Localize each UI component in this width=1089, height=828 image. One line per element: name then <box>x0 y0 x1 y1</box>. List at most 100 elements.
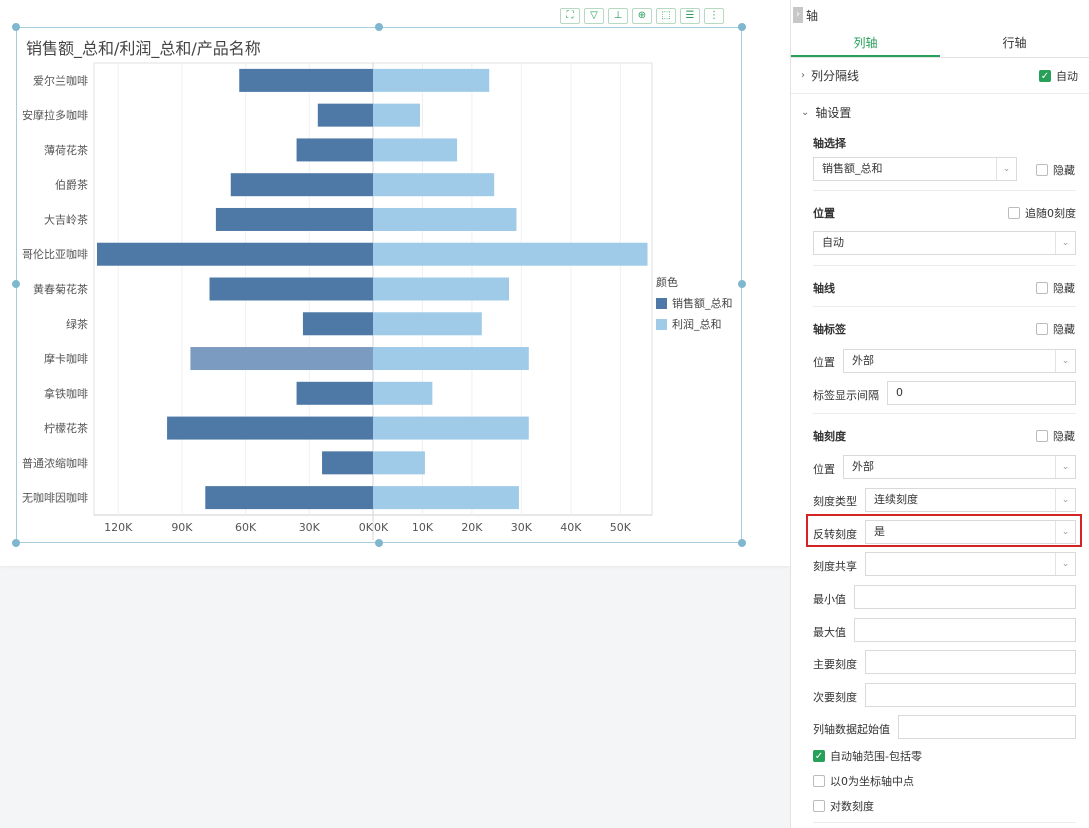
panel-title: 轴 <box>806 8 819 23</box>
legend-item-profit[interactable]: 利润_总和 <box>656 316 733 332</box>
axis-select-dropdown[interactable]: 销售额_总和 ⌄ <box>813 157 1017 181</box>
checkbox-icon <box>813 775 825 787</box>
bar-sales <box>209 277 373 301</box>
resize-handle-tm[interactable] <box>375 23 383 31</box>
chevron-down-icon: ⌄ <box>996 158 1016 180</box>
axis-start-input[interactable] <box>898 715 1076 739</box>
checkbox-icon <box>1036 430 1048 442</box>
auto-range-checkbox[interactable]: ✓ 自动轴范围-包括零 <box>813 748 922 764</box>
bar-profit <box>373 68 490 92</box>
section-column-divider[interactable]: › 列分隔线 ✓ 自动 <box>791 58 1089 94</box>
bar-profit <box>373 277 510 301</box>
label-position-dropdown[interactable]: 外部 ⌄ <box>843 349 1076 373</box>
y-tick-label: 摩卡咖啡 <box>44 352 88 366</box>
axis-select-label: 轴选择 <box>813 137 846 150</box>
scale-share-dropdown[interactable]: ⌄ <box>865 552 1076 576</box>
resize-handle-ml[interactable] <box>12 280 20 288</box>
y-tick-label: 安摩拉多咖啡 <box>22 108 88 122</box>
axis-line-hide-checkbox[interactable]: 隐藏 <box>1036 280 1075 296</box>
bar-profit <box>373 312 482 336</box>
chevron-down-icon: ⌄ <box>1055 232 1075 254</box>
chevron-down-icon: ⌄ <box>1055 350 1075 372</box>
label-interval-label: 标签显示间隔 <box>813 389 879 402</box>
bar-profit <box>373 138 458 162</box>
bar-sales <box>296 381 373 405</box>
resize-handle-mr[interactable] <box>738 280 746 288</box>
legend-title: 颜色 <box>656 276 678 289</box>
y-tick-label: 柠檬花茶 <box>44 421 88 435</box>
bar-sales <box>167 416 373 440</box>
major-tick-input[interactable] <box>865 650 1076 674</box>
y-tick-label: 伯爵茶 <box>55 178 88 192</box>
chevron-down-icon: ⌄ <box>1055 489 1075 511</box>
bar-sales <box>215 207 373 231</box>
bar-sales <box>317 103 373 127</box>
resize-handle-br[interactable] <box>738 539 746 547</box>
hide-label: 隐藏 <box>1053 323 1075 336</box>
tab-row-axis[interactable]: 行轴 <box>1002 36 1027 50</box>
scale-position-dropdown[interactable]: 外部 ⌄ <box>843 455 1076 479</box>
axis-label-label: 轴标签 <box>813 323 846 336</box>
bar-profit <box>373 173 495 197</box>
highlight-box <box>806 514 1082 547</box>
checkbox-icon <box>1036 164 1048 176</box>
section-axis-settings[interactable]: ⌄ 轴设置 <box>791 94 1089 130</box>
bar-sales <box>322 451 373 475</box>
y-tick-label: 大吉岭茶 <box>44 212 88 226</box>
y-tick-label: 黄春菊花茶 <box>33 282 88 296</box>
label-interval-input[interactable]: 0 <box>887 381 1076 405</box>
axis-swap-icon[interactable]: ⊥ <box>608 8 628 24</box>
expand-icon[interactable]: ⛶ <box>560 8 580 24</box>
bar-profit <box>373 347 529 371</box>
filter-icon[interactable]: ▽ <box>584 8 604 24</box>
panel-header: › 轴 <box>791 0 1089 30</box>
legend-item-sales[interactable]: 销售额_总和 <box>656 295 733 311</box>
axis-scale-hide-checkbox[interactable]: 隐藏 <box>1036 428 1075 444</box>
axis-scale-label: 轴刻度 <box>813 430 846 443</box>
scale-type-dropdown[interactable]: 连续刻度 ⌄ <box>865 488 1076 512</box>
checkbox-icon <box>1036 323 1048 335</box>
reverse-scale-dropdown[interactable]: 是 ⌄ <box>865 520 1076 544</box>
resize-handle-bm[interactable] <box>375 539 383 547</box>
y-tick-label: 普通浓缩咖啡 <box>22 456 88 470</box>
hide-label: 隐藏 <box>1053 164 1075 177</box>
auto-checkbox[interactable]: ✓ 自动 <box>1039 68 1078 84</box>
tab-column-axis[interactable]: 列轴 <box>791 30 940 57</box>
checkbox-icon <box>1036 282 1048 294</box>
log-scale-checkbox[interactable]: 对数刻度 <box>813 798 874 814</box>
scale-share-label: 刻度共享 <box>813 560 857 573</box>
axis-hide-checkbox[interactable]: 隐藏 <box>1036 162 1075 178</box>
auto-range-label: 自动轴范围-包括零 <box>830 750 922 763</box>
min-value-input[interactable] <box>854 585 1076 609</box>
select-icon[interactable]: ⬚ <box>656 8 676 24</box>
chevron-right-icon: › <box>801 70 805 81</box>
axis-label-hide-checkbox[interactable]: 隐藏 <box>1036 321 1075 337</box>
list-icon[interactable]: ☰ <box>680 8 700 24</box>
major-tick-label: 主要刻度 <box>813 658 857 671</box>
y-tick-label: 薄荷花茶 <box>44 143 88 157</box>
position-dropdown[interactable]: 自动 ⌄ <box>813 231 1076 255</box>
y-tick-label: 哥伦比亚咖啡 <box>22 247 88 261</box>
check-icon: ✓ <box>813 750 825 762</box>
divider <box>813 265 1076 266</box>
resize-handle-tl[interactable] <box>12 23 20 31</box>
chart-toolbar: ⛶ ▽ ⊥ ⊕ ⬚ ☰ ⋮ <box>560 8 724 24</box>
zero-center-checkbox[interactable]: 以0为坐标轴中点 <box>813 773 914 789</box>
position-label: 位置 <box>813 207 835 220</box>
zoom-icon[interactable]: ⊕ <box>632 8 652 24</box>
collapse-icon[interactable]: › <box>793 7 803 23</box>
resize-handle-tr[interactable] <box>738 23 746 31</box>
bar-profit <box>373 416 529 440</box>
minor-tick-input[interactable] <box>865 683 1076 707</box>
chevron-down-icon: ⌄ <box>1055 521 1075 543</box>
follow-zero-checkbox[interactable]: 追随0刻度 <box>1008 205 1076 221</box>
legend-swatch-profit <box>656 318 667 330</box>
x-tick-label-left: 60K <box>235 521 257 534</box>
section-label: 轴设置 <box>815 105 852 120</box>
bar-sales <box>190 347 373 371</box>
resize-handle-bl[interactable] <box>12 539 20 547</box>
more-icon[interactable]: ⋮ <box>704 8 724 24</box>
max-value-input[interactable] <box>854 618 1076 642</box>
follow-zero-label: 追随0刻度 <box>1025 207 1076 220</box>
bar-profit <box>373 381 433 405</box>
